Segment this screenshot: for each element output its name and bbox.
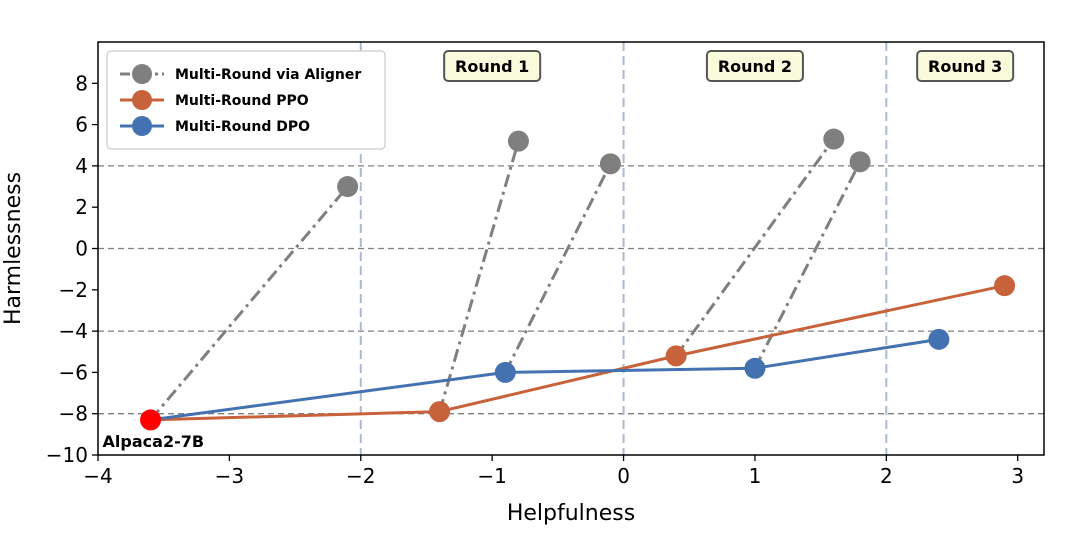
- aligner-line: [674, 138, 835, 357]
- round-box: [443, 50, 542, 82]
- x-tick-label: −2: [346, 464, 375, 488]
- aligner-point: [507, 130, 529, 152]
- base-point-label: Alpaca2-7B: [103, 432, 205, 451]
- round-label: Round 3: [928, 57, 1002, 76]
- point-ppo: [994, 275, 1016, 297]
- marker-layer: [140, 128, 1016, 431]
- series-line-ppo: [150, 284, 1005, 422]
- round-label: Round 1: [455, 57, 529, 76]
- legend-marker-aligner: [132, 64, 152, 84]
- y-tick-label: 8: [75, 71, 88, 95]
- legend-label-dpo: Multi-Round DPO: [175, 119, 310, 135]
- round-box: [705, 50, 804, 82]
- aligner-point: [599, 153, 621, 175]
- x-tick-label: 1: [749, 464, 762, 488]
- legend-box: [106, 50, 386, 150]
- y-tick-label: −8: [59, 402, 88, 426]
- y-tick-label: 6: [75, 113, 88, 137]
- aligner-point: [337, 176, 359, 198]
- point-dpo: [928, 328, 950, 350]
- series-layer: [149, 138, 1005, 422]
- y-tick-label: −10: [46, 443, 88, 467]
- point-ppo: [429, 401, 451, 423]
- y-tick-label: −4: [59, 319, 88, 343]
- legend-label-aligner: Multi-Round via Aligner: [175, 67, 361, 83]
- aligner-line: [149, 185, 349, 421]
- aligner-point: [849, 151, 871, 173]
- x-tick-label: −3: [215, 464, 244, 488]
- aligner-line: [503, 163, 612, 374]
- x-tick-label: −4: [83, 464, 112, 488]
- y-tick-label: −2: [59, 278, 88, 302]
- y-tick-label: 0: [75, 237, 88, 261]
- round-box: [916, 50, 1015, 82]
- series-line-dpo: [150, 337, 940, 422]
- x-tick-label: 2: [880, 464, 893, 488]
- round-labels: Round 1 Round 2 Round 3: [443, 50, 1015, 82]
- grid-lines: [98, 42, 1044, 455]
- round-label: Round 2: [718, 57, 792, 76]
- x-tick-label: 3: [1011, 464, 1024, 488]
- legend: Multi-Round via Aligner Multi-Round PPO Mu…: [106, 50, 386, 150]
- legend-marker-ppo: [132, 90, 152, 110]
- base-point: [140, 409, 162, 431]
- legend-marker-dpo: [132, 116, 152, 136]
- y-tick-label: 2: [75, 195, 88, 219]
- y-tick-label: 4: [75, 154, 88, 178]
- aligner-line: [753, 161, 862, 369]
- x-axis-title: Helpfulness: [507, 501, 635, 526]
- y-axis-title: Harmlessness: [1, 172, 26, 325]
- x-tick-label: 0: [617, 464, 630, 488]
- x-tick-label: −1: [477, 464, 506, 488]
- aligner-line: [438, 140, 520, 413]
- point-dpo: [744, 357, 766, 379]
- y-tick-label: −6: [59, 360, 88, 384]
- legend-label-ppo: Multi-Round PPO: [175, 93, 309, 109]
- point-ppo: [665, 345, 687, 367]
- point-dpo: [494, 361, 516, 383]
- aligner-point: [823, 128, 845, 150]
